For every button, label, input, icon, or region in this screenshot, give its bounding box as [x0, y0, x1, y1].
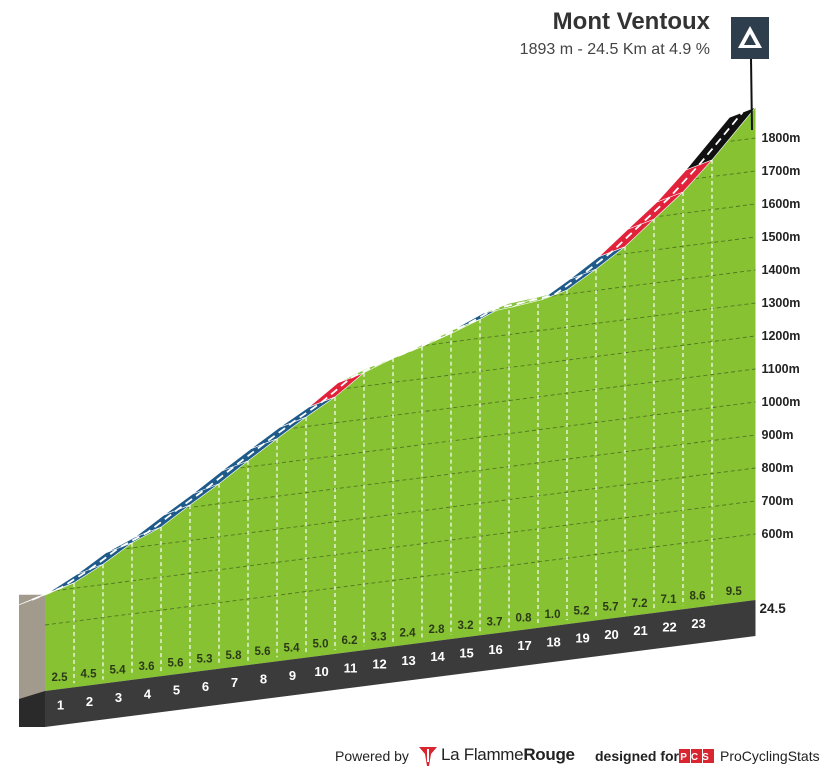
km-tick-label-12: 12 — [372, 657, 386, 672]
y-tick-label: 800m — [762, 461, 794, 475]
gradient-label-18: 1.0 — [545, 609, 561, 621]
y-tick-label: 700m — [762, 494, 794, 508]
grid-line-800 — [126, 467, 756, 549]
grid-line-1600 — [659, 203, 756, 217]
gradient-label-20: 5.7 — [603, 602, 619, 614]
gradient-label-12: 3.3 — [371, 631, 387, 643]
km-tick-label-6: 6 — [202, 679, 209, 694]
grid-line-1100 — [293, 368, 756, 429]
gradient-label-19: 5.2 — [574, 605, 590, 617]
road-center-line — [31, 111, 744, 601]
profile-base-band — [19, 600, 756, 727]
gradient-label-17: 0.8 — [516, 613, 533, 625]
km-tick-label-15: 15 — [459, 645, 473, 660]
gradient-label-24: 9.5 — [726, 586, 743, 598]
grid-line-1500 — [616, 236, 756, 256]
gradient-label-7: 5.8 — [226, 650, 243, 662]
y-tick-label: 1500m — [762, 230, 801, 244]
summit-badge — [731, 17, 769, 59]
designed-for-text: designed for — [595, 748, 680, 764]
grid-line-900 — [187, 434, 756, 509]
km-tick-label-11: 11 — [344, 660, 358, 675]
profile-front-polygon — [45, 107, 756, 691]
km-tick-label-8: 8 — [260, 671, 267, 686]
km-tick-label-19: 19 — [575, 631, 589, 646]
km-tick-label-13: 13 — [401, 653, 415, 668]
km-tick-label-22: 22 — [662, 619, 676, 634]
footer: Powered by La FlammeRouge designed for P… — [0, 745, 825, 769]
flamme-rouge-logo-icon — [418, 745, 438, 770]
km-tick-label-1: 1 — [57, 697, 64, 712]
gradient-label-14: 2.8 — [429, 624, 446, 636]
km-tick-label-16: 16 — [488, 642, 502, 657]
gradient-label-13: 2.4 — [400, 628, 417, 640]
km-divider-lines — [73, 159, 713, 684]
km-tick-label-2: 2 — [86, 694, 93, 709]
profile-top-surface — [18, 106, 757, 606]
km-tick-label-17: 17 — [517, 638, 531, 653]
gradient-label-8: 5.6 — [255, 646, 271, 658]
gradient-label-23: 8.6 — [690, 590, 706, 602]
y-tick-label: 1000m — [762, 395, 801, 409]
km-tick-label-20: 20 — [604, 627, 618, 642]
grid-line-700 — [55, 500, 756, 592]
y-tick-label: 1700m — [762, 164, 801, 178]
summit-marker-pole — [750, 57, 753, 131]
km-tick-label-10: 10 — [314, 664, 328, 679]
km-tick-label-9: 9 — [289, 668, 296, 683]
km-tick-label-5: 5 — [173, 683, 180, 698]
gradient-label-9: 5.4 — [284, 642, 301, 654]
brand-suffix: Rouge — [523, 745, 575, 764]
gradient-label-11: 6.2 — [342, 635, 358, 647]
climb-summary: 1893 m - 24.5 Km at 4.9 % — [519, 41, 710, 58]
y-tick-label: 1800m — [762, 131, 801, 145]
km-tick-label-7: 7 — [231, 675, 238, 690]
gradient-label-15: 3.2 — [458, 620, 474, 632]
y-tick-label: 1300m — [762, 296, 801, 310]
gradient-label-10: 5.0 — [313, 639, 329, 651]
climb-title: Mont Ventoux — [552, 8, 710, 35]
y-tick-label: 1200m — [762, 329, 801, 343]
km-tick-label-4: 4 — [144, 686, 152, 701]
altitude-grid-lines: 600m 700m 800m 900m 1000m 1100m 1200m 1300m 1400… — [44, 131, 801, 626]
gradient-label-6: 5.3 — [197, 654, 213, 666]
base-band-polygon — [45, 600, 756, 727]
gradient-label-4: 3.6 — [139, 661, 155, 673]
km-tick-label-14: 14 — [430, 649, 445, 664]
grid-line-600 — [44, 533, 756, 626]
brand-prefix: La Flamme — [441, 745, 524, 764]
profile-labels: 2.5 4.5 5.4 3.6 5.6 5.3 5.8 5.6 5.4 5.0 6.2 3.3 2.4 2… — [52, 586, 787, 713]
km-tick-label-3: 3 — [115, 690, 122, 705]
grid-line-1200 — [346, 335, 756, 389]
y-tick-label: 1400m — [762, 263, 801, 277]
y-tick-label: 1600m — [762, 197, 801, 211]
gradient-label-1: 2.5 — [52, 672, 69, 684]
gradient-label-16: 3.7 — [487, 616, 503, 628]
grid-line-1400 — [531, 269, 756, 300]
km-end-label: 24.5 — [760, 601, 787, 616]
pcs-logo-icon: PCS — [679, 749, 715, 766]
powered-by-text: Powered by — [335, 748, 409, 764]
grid-line-1000 — [240, 401, 756, 469]
y-tick-label: 1100m — [762, 362, 800, 376]
y-tick-label: 900m — [762, 428, 794, 442]
km-tick-label-21: 21 — [633, 623, 647, 638]
gradient-label-2: 4.5 — [81, 668, 98, 680]
km-tick-label-23: 23 — [691, 616, 705, 631]
km-tick-label-18: 18 — [546, 634, 560, 649]
base-band-side — [19, 691, 45, 727]
gradient-label-21: 7.2 — [632, 598, 648, 610]
grid-line-1700 — [695, 170, 756, 180]
gradient-label-5: 5.6 — [168, 657, 184, 669]
la-flamme-rouge-link[interactable]: La FlammeRouge — [441, 745, 575, 765]
procyclingstats-link[interactable]: ProCyclingStats — [720, 748, 820, 764]
y-tick-label: 600m — [762, 527, 794, 541]
mountain-icon — [738, 26, 762, 48]
svg-text:PCS: PCS — [680, 752, 713, 763]
gradient-label-22: 7.1 — [661, 594, 678, 606]
gradient-label-3: 5.4 — [110, 665, 127, 677]
